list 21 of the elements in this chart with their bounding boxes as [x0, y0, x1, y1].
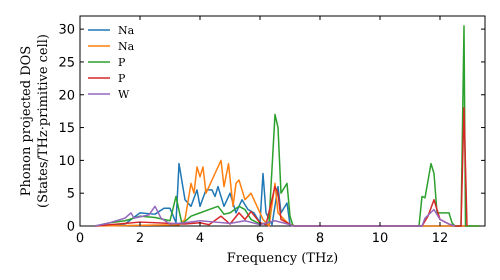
x-axis-title: Frequency (THz): [226, 251, 338, 266]
x-tick-label: 6: [256, 231, 264, 246]
legend-label: P: [118, 72, 126, 85]
y-tick-label: 25: [58, 55, 75, 70]
x-tick-label: 2: [136, 231, 144, 246]
y-tick-label: 5: [66, 186, 75, 202]
x-tick-label: 4: [196, 231, 204, 246]
y-tick-label: 20: [58, 88, 75, 104]
y-tick-label: 15: [58, 121, 75, 136]
line-series: [94, 206, 456, 227]
y-axis-title: Phonon projected DOS (States/THz·primitive cell): [19, 34, 51, 208]
legend-label: P: [118, 56, 126, 69]
y-tick-label: 0: [66, 220, 75, 234]
x-tick-label: 8: [316, 231, 324, 246]
legend-label: W: [118, 88, 130, 101]
y-tick-label: 10: [58, 154, 75, 169]
y-tick-label: 30: [58, 22, 75, 38]
x-tick-label: 10: [372, 231, 388, 246]
legend-label: Na: [118, 24, 135, 37]
legend-label: Na: [118, 40, 135, 53]
x-tick-label: 12: [432, 231, 448, 246]
